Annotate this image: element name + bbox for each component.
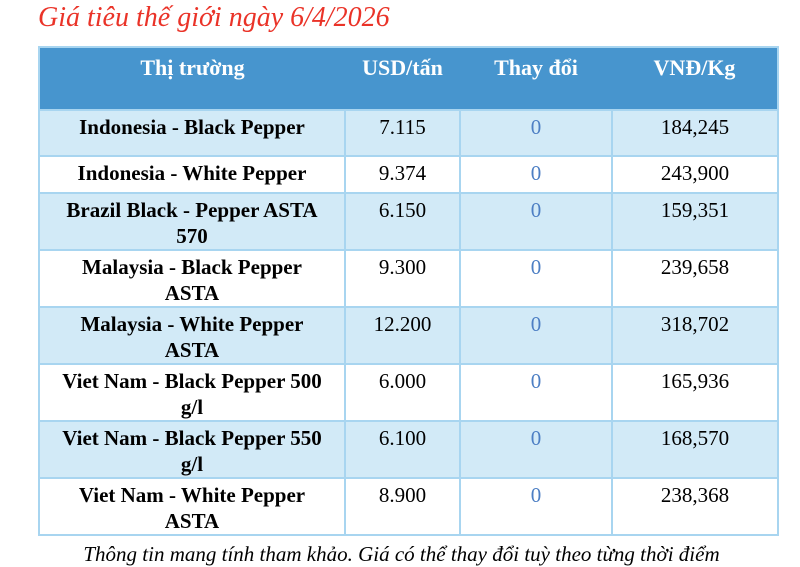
usd-price-cell: 8.900 [344,477,461,536]
market-cell: Viet Nam - Black Pepper 500 g/l [38,363,346,422]
usd-price-cell: 6.150 [344,192,461,251]
table-row: Indonesia - White Pepper 9.374 0 243,900 [38,155,779,194]
change-cell: 0 [459,155,613,194]
usd-price-cell: 6.100 [344,420,461,479]
table-row: Viet Nam - Black Pepper 500 g/l 6.000 0 … [38,363,779,422]
page-title: Giá tiêu thế giới ngày 6/4/2026 [38,2,390,33]
change-cell: 0 [459,477,613,536]
change-cell: 0 [459,249,613,308]
change-cell: 0 [459,420,613,479]
change-cell: 0 [459,109,613,157]
change-cell: 0 [459,306,613,365]
vnd-price-cell: 168,570 [611,420,779,479]
vnd-price-cell: 165,936 [611,363,779,422]
market-cell: Brazil Black - Pepper ASTA 570 [38,192,346,251]
vnd-price-cell: 243,900 [611,155,779,194]
usd-price-cell: 12.200 [344,306,461,365]
market-cell: Malaysia - Black Pepper ASTA [38,249,346,308]
vnd-price-cell: 239,658 [611,249,779,308]
usd-price-cell: 9.374 [344,155,461,194]
column-header-vnd-per-kg: VNĐ/Kg [612,47,778,111]
vnd-price-cell: 238,368 [611,477,779,536]
usd-price-cell: 9.300 [344,249,461,308]
column-header-change: Thay đổi [460,47,612,111]
column-header-market: Thị trường [39,47,345,111]
change-cell: 0 [459,363,613,422]
header-row: Thị trường USD/tấn Thay đổi VNĐ/Kg [39,47,778,111]
vnd-price-cell: 184,245 [611,109,779,157]
vnd-price-cell: 318,702 [611,306,779,365]
pepper-price-table: Thị trường USD/tấn Thay đổi VNĐ/Kg Indon… [38,46,779,536]
change-cell: 0 [459,192,613,251]
market-cell: Indonesia - White Pepper [38,155,346,194]
usd-price-cell: 7.115 [344,109,461,157]
market-cell: Malaysia - White Pepper ASTA [38,306,346,365]
footnote: Thông tin mang tính tham khảo. Giá có th… [83,542,720,566]
table-row: Viet Nam - White Pepper ASTA 8.900 0 238… [38,477,779,536]
vnd-price-cell: 159,351 [611,192,779,251]
market-cell: Indonesia - Black Pepper [38,109,346,157]
table-row: Viet Nam - Black Pepper 550 g/l 6.100 0 … [38,420,779,479]
table-row: Malaysia - Black Pepper ASTA 9.300 0 239… [38,249,779,308]
usd-price-cell: 6.000 [344,363,461,422]
table-row: Malaysia - White Pepper ASTA 12.200 0 31… [38,306,779,365]
market-cell: Viet Nam - Black Pepper 550 g/l [38,420,346,479]
table-row: Indonesia - Black Pepper 7.115 0 184,245 [38,109,779,157]
table-row: Brazil Black - Pepper ASTA 570 6.150 0 1… [38,192,779,251]
column-header-usd-per-ton: USD/tấn [345,47,460,111]
market-cell: Viet Nam - White Pepper ASTA [38,477,346,536]
